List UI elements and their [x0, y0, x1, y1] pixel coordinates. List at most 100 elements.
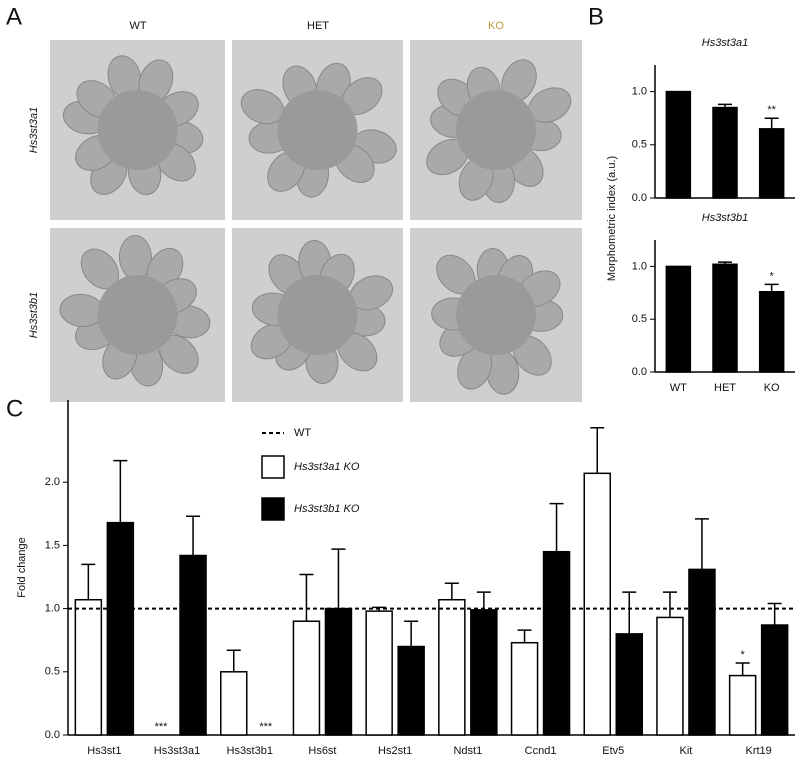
- bar: [583, 472, 611, 736]
- bar: [470, 609, 498, 736]
- significance-label: *: [770, 270, 775, 282]
- panel-letter: C: [6, 395, 23, 422]
- column-label: KO: [488, 20, 504, 32]
- error-bar: [81, 563, 96, 600]
- error-bar: [517, 629, 532, 643]
- bar: [397, 645, 425, 736]
- x-tick-label: HET: [714, 382, 736, 394]
- row-label: Hs3st3a1: [28, 107, 40, 153]
- error-bar: [476, 591, 491, 610]
- legend-label: Hs3st3a1 KO: [294, 461, 360, 473]
- bar: [665, 90, 692, 199]
- bar: [510, 641, 539, 736]
- bar: [758, 290, 785, 373]
- x-tick-label: KO: [764, 382, 780, 394]
- error-bar: [694, 518, 709, 570]
- bar: [758, 128, 785, 199]
- significance-label: **: [767, 104, 776, 116]
- column-label: HET: [307, 20, 329, 32]
- bar: [292, 620, 321, 736]
- error-bar: [767, 602, 782, 626]
- organoid-core: [97, 90, 178, 170]
- chart-title: Hs3st3b1: [702, 212, 748, 224]
- error-bar: [299, 573, 314, 622]
- column-label: WT: [129, 20, 146, 32]
- organoid-core: [456, 275, 536, 355]
- organoid-core: [97, 275, 178, 355]
- error-bar: [113, 459, 128, 523]
- y-tick-label: 0.0: [45, 729, 60, 741]
- x-tick-label: WT: [670, 382, 687, 394]
- error-bar: [404, 620, 419, 647]
- x-tick-label: Krt19: [746, 745, 772, 757]
- bar: [106, 521, 135, 736]
- error-bar: [718, 103, 732, 108]
- micrograph-grid: [50, 40, 582, 402]
- error-bar: [331, 548, 346, 609]
- organoid-core: [277, 275, 358, 355]
- y-tick-label: 2.0: [45, 476, 60, 488]
- y-tick-label: 1.0: [45, 602, 60, 614]
- error-bar: [735, 662, 750, 676]
- error-bar: [764, 117, 779, 129]
- legend-label: WT: [294, 427, 311, 439]
- bar: [324, 607, 353, 736]
- error-bar: [590, 427, 605, 474]
- bar: [615, 633, 643, 736]
- bar: [220, 671, 248, 736]
- y-axis-label: Morphometric index (a.u.): [606, 156, 618, 281]
- legend-label: Hs3st3b1 KO: [294, 503, 360, 515]
- bar: [438, 598, 466, 736]
- bar: [712, 106, 738, 199]
- bar: [542, 550, 571, 736]
- bar: [656, 616, 684, 736]
- significance-label: ***: [155, 721, 169, 733]
- x-tick-label: Kit: [680, 745, 693, 757]
- y-tick-label: 1.0: [632, 260, 647, 272]
- error-bar: [186, 515, 201, 556]
- organoid-core: [277, 90, 358, 170]
- bar: [665, 265, 692, 373]
- y-tick-label: 0.0: [632, 366, 647, 378]
- x-tick-label: Ndst1: [453, 745, 482, 757]
- row-label: Hs3st3b1: [28, 292, 40, 338]
- panel-letter: A: [6, 3, 22, 30]
- y-tick-label: 0.5: [632, 313, 647, 325]
- x-tick-label: Etv5: [602, 745, 624, 757]
- x-tick-label: Hs6st: [308, 745, 336, 757]
- error-bar: [764, 283, 779, 292]
- error-bar: [444, 582, 459, 600]
- y-tick-label: 0.5: [632, 139, 647, 151]
- y-tick-label: 1.0: [632, 86, 647, 98]
- organoid-core: [456, 90, 536, 170]
- error-bar: [718, 261, 732, 265]
- chart-title: Hs3st3a1: [702, 37, 748, 49]
- bar: [74, 598, 103, 736]
- y-tick-label: 0.5: [45, 666, 60, 678]
- y-tick-label: 0.0: [632, 192, 647, 204]
- bar: [179, 554, 207, 736]
- error-bar: [622, 591, 637, 634]
- legend-swatch: [261, 497, 285, 521]
- bar: [365, 610, 393, 736]
- significance-label: ***: [259, 721, 273, 733]
- x-tick-label: Hs2st1: [378, 745, 412, 757]
- bar: [728, 674, 757, 736]
- x-tick-label: Hs3st3b1: [227, 745, 273, 757]
- x-tick-label: Hs3st1: [87, 745, 121, 757]
- bar: [760, 624, 789, 736]
- x-tick-label: Hs3st3a1: [154, 745, 200, 757]
- error-bar: [662, 591, 677, 618]
- bar: [688, 568, 716, 736]
- panel-letter: B: [588, 3, 604, 30]
- y-axis-label: Fold change: [16, 537, 28, 598]
- x-tick-label: Ccnd1: [525, 745, 557, 757]
- error-bar: [549, 502, 564, 552]
- error-bar: [226, 649, 241, 672]
- bar: [712, 263, 738, 373]
- significance-label: *: [741, 649, 746, 661]
- y-tick-label: 1.5: [45, 539, 60, 551]
- legend-swatch: [261, 455, 285, 479]
